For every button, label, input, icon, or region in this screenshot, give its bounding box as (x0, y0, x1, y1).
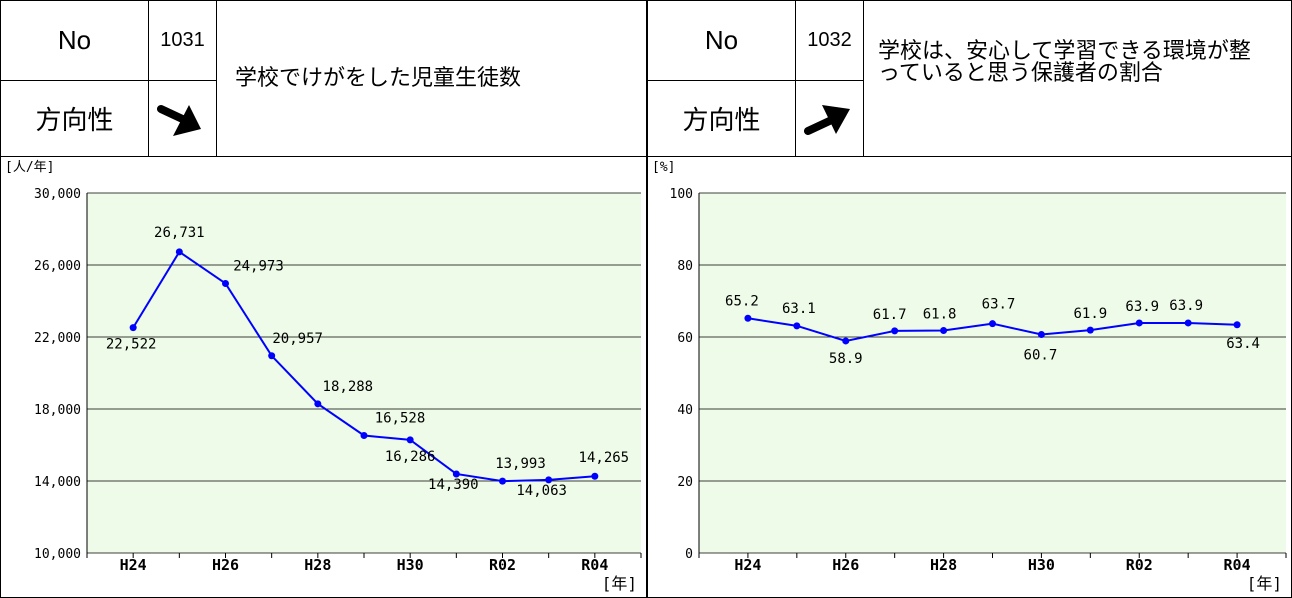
data-point (842, 337, 850, 345)
indicator-title: 学校は、安心して学習できる環境が整っていると思う保護者の割合 (878, 39, 1251, 86)
x-tick-label: H24 (120, 556, 147, 574)
data-label: 14,390 (428, 477, 479, 493)
direction-cell (796, 81, 864, 156)
arrow-up-right-icon (803, 104, 850, 135)
no-value: 1032 (796, 1, 864, 81)
x-tick-label: R02 (1126, 556, 1153, 574)
x-tick-label: H30 (1028, 556, 1055, 574)
indicator-panel-1031: No 1031 方向性 学校でけがをした児童生徒数 [人/年] 10,000 14,… (0, 0, 647, 598)
data-point (989, 320, 996, 328)
data-point (744, 314, 752, 322)
data-point (129, 324, 137, 332)
data-point (222, 279, 229, 287)
x-tick-label: R02 (489, 556, 516, 574)
data-label: 61.9 (1073, 306, 1107, 322)
unit-label: [人/年] (5, 160, 54, 175)
y-tick-label: 14,000 (34, 475, 81, 490)
data-point (268, 352, 276, 360)
panel-header: No 1032 方向性 学校は、安心して学習できる環境が整っていると思う保護者の… (648, 1, 1291, 157)
data-point (1037, 330, 1045, 338)
no-label: No (1, 1, 149, 81)
y-tick-label: 0 (685, 547, 693, 562)
data-label: 24,973 (233, 258, 284, 274)
data-point (314, 400, 322, 408)
direction-label: 方向性 (648, 81, 796, 156)
no-label: No (648, 1, 796, 81)
data-label: 16,528 (375, 410, 426, 426)
y-tick-label: 26,000 (34, 259, 81, 274)
data-label: 63.7 (982, 297, 1016, 313)
x-tick-label: H26 (832, 556, 859, 574)
data-label: 61.8 (923, 307, 957, 323)
y-tick-label: 60 (677, 331, 693, 346)
data-label: 65.2 (725, 293, 759, 309)
data-label: 14,063 (516, 483, 567, 499)
data-label: 58.9 (829, 351, 863, 367)
data-label: 60.7 (1024, 347, 1058, 363)
data-point (1135, 319, 1143, 327)
x-tick-label: H28 (930, 556, 957, 574)
data-point (175, 248, 183, 256)
x-tick-label: R04 (1224, 556, 1251, 574)
data-point (545, 476, 553, 484)
injury-count-chart: [人/年] 10,000 14,000 18,000 22,000 26,000 30,00… (5, 160, 642, 593)
y-tick-label: 20 (677, 475, 693, 490)
x-tick-label: H24 (734, 556, 761, 574)
data-point (406, 436, 414, 444)
arrow-down-right-icon (156, 104, 201, 136)
data-label: 20,957 (272, 331, 323, 347)
data-label: 16,286 (385, 449, 436, 465)
x-axis-label: [年] (602, 574, 637, 593)
unit-label: [%] (652, 160, 675, 175)
data-point (1184, 319, 1192, 327)
data-point (940, 327, 948, 335)
data-point (1086, 326, 1094, 334)
data-point (793, 322, 801, 330)
y-tick-label: 100 (670, 187, 693, 202)
direction-cell (149, 81, 217, 156)
indicator-title: 学校でけがをした児童生徒数 (235, 65, 522, 91)
data-point (452, 470, 460, 478)
y-tick-label: 80 (677, 259, 693, 274)
data-label: 18,288 (323, 379, 374, 395)
data-point (499, 477, 506, 485)
data-label: 63.1 (782, 301, 816, 317)
direction-label: 方向性 (1, 81, 149, 156)
data-label: 61.7 (873, 307, 907, 323)
data-point (591, 472, 599, 480)
y-tick-label: 30,000 (34, 187, 81, 202)
y-tick-label: 18,000 (34, 403, 81, 418)
x-axis-label: [年] (1247, 574, 1282, 593)
data-point (891, 327, 899, 335)
data-label: 13,993 (495, 456, 546, 472)
data-label: 63.9 (1125, 299, 1159, 315)
y-tick-label: 40 (677, 403, 693, 418)
data-label: 22,522 (106, 337, 157, 353)
x-tick-label: R04 (581, 556, 608, 574)
y-tick-label: 22,000 (34, 331, 81, 346)
indicator-panel-1032: No 1032 方向性 学校は、安心して学習できる環境が整っていると思う保護者の… (647, 0, 1292, 598)
plot-area (699, 193, 1286, 553)
x-tick-label: H30 (397, 556, 424, 574)
x-tick-label: H28 (304, 556, 331, 574)
data-label: 63.9 (1169, 298, 1203, 314)
y-tick-label: 10,000 (34, 547, 81, 562)
data-label: 63.4 (1226, 336, 1260, 352)
parent-satisfaction-chart: [%] 0 20 40 60 80 100 H24 H26 H28 H30 R02 R04 65.2 63.… (652, 160, 1287, 593)
data-label: 14,265 (579, 450, 630, 466)
x-tick-label: H26 (212, 556, 239, 574)
plot-area (87, 193, 641, 553)
no-value: 1031 (149, 1, 217, 81)
data-point (360, 431, 368, 439)
panel-header: No 1031 方向性 学校でけがをした児童生徒数 (1, 1, 646, 157)
data-point (1233, 321, 1241, 329)
data-label: 26,731 (154, 225, 205, 241)
